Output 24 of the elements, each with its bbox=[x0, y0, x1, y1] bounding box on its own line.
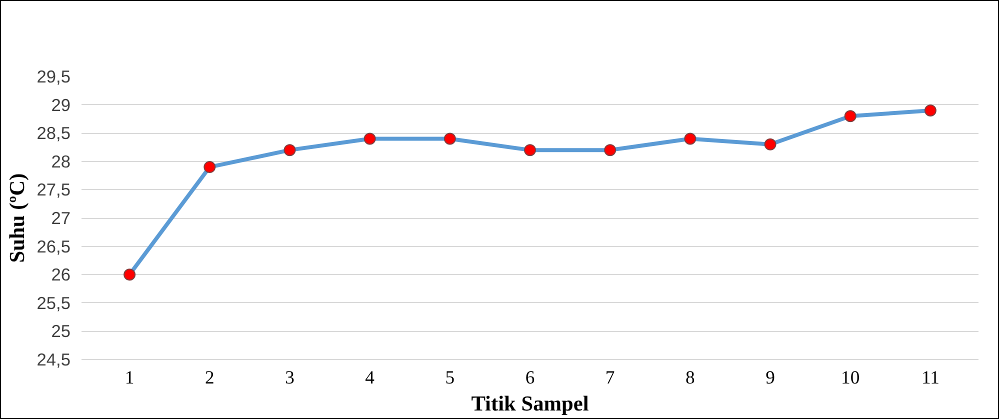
x-tick-label: 7 bbox=[605, 368, 615, 388]
x-tick-label: 11 bbox=[921, 368, 940, 388]
x-tick-label: 1 bbox=[124, 368, 134, 388]
y-tick-label: 28,5 bbox=[36, 123, 71, 144]
y-tick-label: 26 bbox=[51, 264, 71, 285]
y-tick-label: 24,5 bbox=[36, 350, 71, 370]
x-tick-label: 3 bbox=[285, 368, 294, 388]
x-tick-label: 9 bbox=[766, 368, 775, 388]
x-tick-label: 8 bbox=[686, 368, 695, 388]
y-tick-label: 29 bbox=[51, 94, 71, 115]
y-tick-label: 26,5 bbox=[36, 236, 71, 256]
x-tick-label: 6 bbox=[525, 368, 535, 388]
x-axis-title: Titik Sampel bbox=[471, 392, 589, 416]
y-tick-label: 28 bbox=[51, 151, 71, 172]
x-tick-label: 4 bbox=[365, 368, 376, 388]
x-tick-label: 5 bbox=[445, 368, 455, 388]
x-tick-label: 2 bbox=[204, 368, 214, 388]
y-tick-label: 27,5 bbox=[36, 180, 71, 200]
y-tick-label: 27 bbox=[51, 208, 71, 228]
y-tick-label: 25,5 bbox=[36, 292, 71, 313]
x-tick-label: 10 bbox=[841, 368, 860, 388]
y-axis-title: Suhu (ºC) bbox=[4, 173, 29, 263]
y-tick-label: 25 bbox=[51, 321, 71, 342]
y-tick-label: 29,5 bbox=[36, 66, 71, 86]
